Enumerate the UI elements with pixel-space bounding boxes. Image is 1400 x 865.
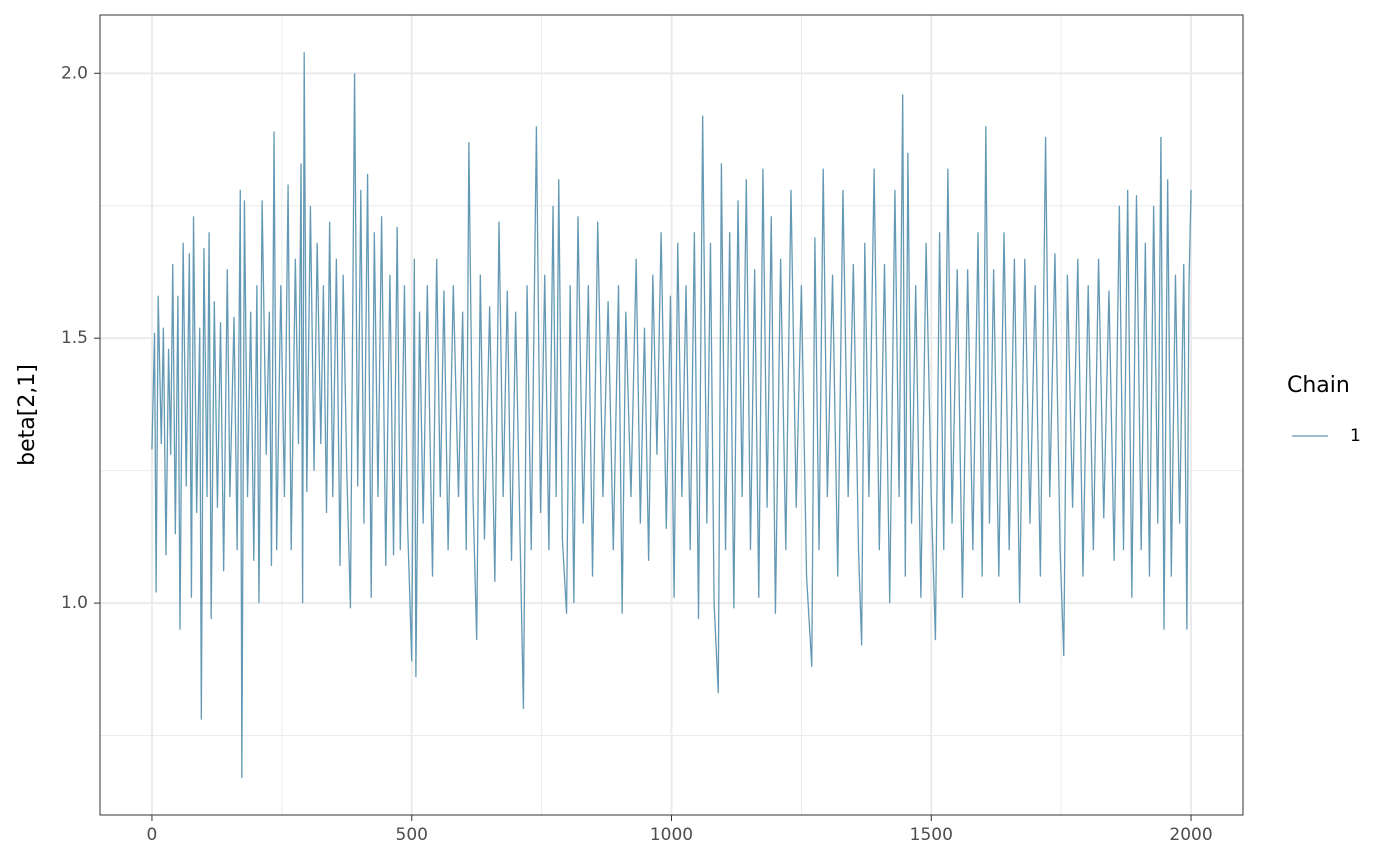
legend-title: Chain xyxy=(1287,373,1350,398)
legend-label: 1 xyxy=(1350,426,1361,446)
panel-border xyxy=(99,14,1244,816)
x-tick-label: 2000 xyxy=(1169,825,1212,845)
y-tick-label: 2.0 xyxy=(61,63,88,83)
trace-line xyxy=(151,52,1192,778)
y-axis-label: beta[2,1] xyxy=(15,364,40,466)
y-tick-label: 1.0 xyxy=(61,593,88,613)
x-tick-label: 500 xyxy=(396,825,428,845)
x-tick-label: 1500 xyxy=(910,825,953,845)
y-tick-label: 1.5 xyxy=(61,328,88,348)
x-tick-label: 0 xyxy=(147,825,158,845)
x-tick-label: 1000 xyxy=(650,825,693,845)
